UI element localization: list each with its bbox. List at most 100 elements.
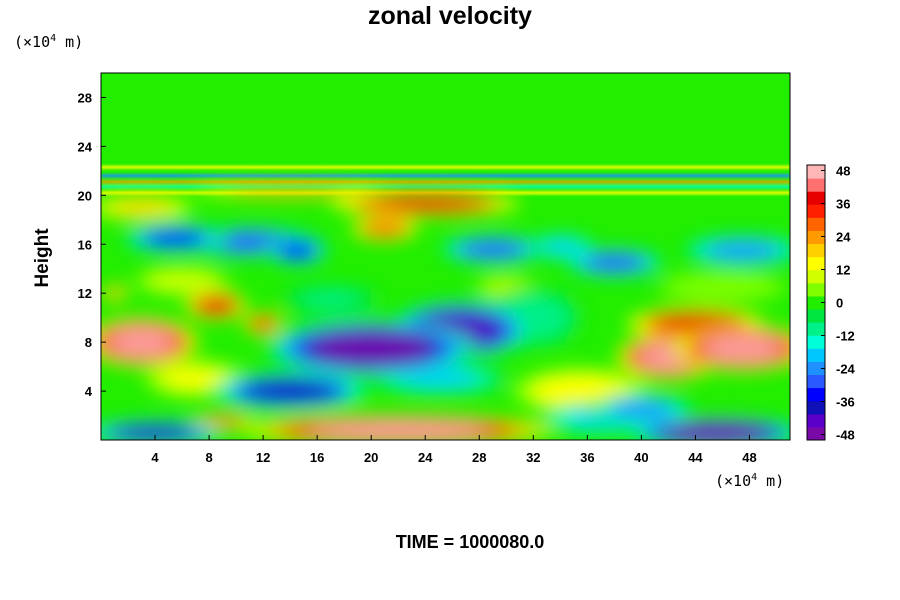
heatmap-layer-2 <box>101 180 790 184</box>
x-tick-label-32: 32 <box>526 450 540 465</box>
heatmap-region-23-level-4 <box>540 377 621 405</box>
heatmap-region-10 <box>328 191 522 217</box>
heatmap-region-0 <box>265 319 477 377</box>
colorbar-tick-label-36: 36 <box>836 197 850 212</box>
heatmap-region-12 <box>242 312 285 335</box>
heatmap-region-20 <box>565 248 664 277</box>
colorbar-tick-label-0: 0 <box>836 296 843 311</box>
heatmap-region-29 <box>129 265 235 297</box>
colorbar-tick-label-24: 24 <box>836 230 851 245</box>
colorbar-band-10 <box>807 295 825 310</box>
colorbar-band-4 <box>807 374 825 389</box>
colorbar-band-16 <box>807 217 825 231</box>
y-unit-base: (×10 <box>14 33 51 51</box>
heatmap-region-30 <box>101 285 129 302</box>
heatmap-region-27 <box>588 393 695 426</box>
x-tick-label-44: 44 <box>688 450 703 465</box>
colorbar-band-2 <box>807 400 825 415</box>
colorbar-band-11 <box>807 282 825 297</box>
x-tick-label-20: 20 <box>364 450 378 465</box>
plot-border <box>100 72 791 441</box>
chart-title: zonal velocity <box>368 2 532 30</box>
heatmap-region-12-level-4 <box>251 317 276 331</box>
heatmap-layer-3 <box>101 185 790 188</box>
colorbar-tick-label-48: 48 <box>836 164 850 179</box>
heatmap-region-21-level-4 <box>707 241 778 260</box>
x-tick-label-16: 16 <box>310 450 324 465</box>
y-tick-label-4: 4 <box>85 384 93 399</box>
x-tick-label-36: 36 <box>580 450 594 465</box>
y-tick-label-16: 16 <box>78 237 92 252</box>
heatmap-region-21 <box>681 234 790 267</box>
heatmap-region-27-level-4 <box>611 400 672 419</box>
heatmap-region-2 <box>627 416 790 440</box>
colorbar-band-18 <box>807 191 825 205</box>
heatmap-plot-area <box>100 72 791 441</box>
x-tick-label-48: 48 <box>742 450 756 465</box>
colorbar-band-13 <box>807 256 825 271</box>
heatmap-region-32-level-4 <box>300 290 361 309</box>
y-axis-ticks: 4 8 12 16 20 24 28 <box>78 90 106 399</box>
heatmap-region-14 <box>184 185 396 199</box>
y-axis-unit: (×104 m) <box>14 33 83 51</box>
x-tick-label-12: 12 <box>256 450 270 465</box>
x-axis-ticks: 4 8 12 16 20 24 28 32 36 40 44 48 <box>151 435 757 465</box>
colorbar-tick-label--36: -36 <box>836 395 855 410</box>
time-label: TIME = 1000080.0 <box>395 532 545 552</box>
colorbar-tick-label--12: -12 <box>836 329 855 344</box>
colorbar-band-14 <box>807 243 825 258</box>
heatmap-region-16 <box>122 223 228 253</box>
colorbar-bands <box>807 165 825 441</box>
heatmap-region-33 <box>652 271 790 303</box>
heatmap-region-16-level-4 <box>145 230 206 247</box>
colorbar-band-12 <box>807 269 825 284</box>
heatmap-region-13 <box>349 215 420 242</box>
heatmap-region-4 <box>101 419 226 440</box>
y-unit-suffix: m) <box>56 33 84 51</box>
heatmap-region-2-level-4 <box>665 423 766 440</box>
y-tick-label-24: 24 <box>78 139 93 154</box>
colorbar-band-17 <box>807 204 825 218</box>
colorbar-band-5 <box>807 361 825 376</box>
x-tick-label-28: 28 <box>472 450 486 465</box>
heatmap-region-30-level-4 <box>106 288 123 298</box>
colorbar-band-19 <box>807 178 825 192</box>
heatmap-region-31-level-4 <box>202 417 243 427</box>
heatmap-region-28-level-4 <box>398 369 479 388</box>
y-tick-label-8: 8 <box>85 335 92 350</box>
y-tick-label-28: 28 <box>78 90 92 105</box>
heatmap-region-6 <box>240 414 557 440</box>
y-unit-exponent: 4 <box>50 33 57 44</box>
heatmap-regions <box>101 185 790 440</box>
heatmap-layer-0 <box>101 165 790 169</box>
y-tick-label-20: 20 <box>78 188 92 203</box>
heatmap-region-3-level-4 <box>245 380 336 402</box>
colorbar-band-0 <box>807 426 825 441</box>
colorbar-tick-label--24: -24 <box>836 362 856 377</box>
colorbar-band-9 <box>807 309 825 323</box>
heatmap-region-10-level-4 <box>370 196 481 212</box>
heatmap-region-8 <box>672 324 790 373</box>
colorbar-band-7 <box>807 335 825 349</box>
heatmap-region-3 <box>211 371 370 411</box>
colorbar-band-6 <box>807 348 825 362</box>
heatmap-region-11-level-4 <box>197 297 234 314</box>
heatmap-region-13-level-4 <box>364 221 405 236</box>
x-tick-label-40: 40 <box>634 450 648 465</box>
colorbar-labels: 48 36 24 12 0 -12 -24 -36 -48 <box>821 164 856 443</box>
heatmap-region-19 <box>440 234 546 264</box>
heatmap-region-11 <box>184 291 248 320</box>
heatmap-region-32 <box>277 283 384 316</box>
heatmap-region-22 <box>525 233 596 260</box>
x-axis-unit: (×104 m) <box>715 472 784 490</box>
x-tick-label-24: 24 <box>418 450 433 465</box>
colorbar-tick-label--48: -48 <box>836 428 855 443</box>
x-tick-label-4: 4 <box>151 450 159 465</box>
heatmap-region-19-level-4 <box>462 241 523 258</box>
heatmap-layer-1 <box>101 174 790 178</box>
heatmap-region-4-level-4 <box>115 425 196 440</box>
heatmap-region-33-level-4 <box>682 278 763 297</box>
heatmap-region-8-level-4 <box>702 334 783 362</box>
heatmap-region-22-level-4 <box>540 239 581 254</box>
